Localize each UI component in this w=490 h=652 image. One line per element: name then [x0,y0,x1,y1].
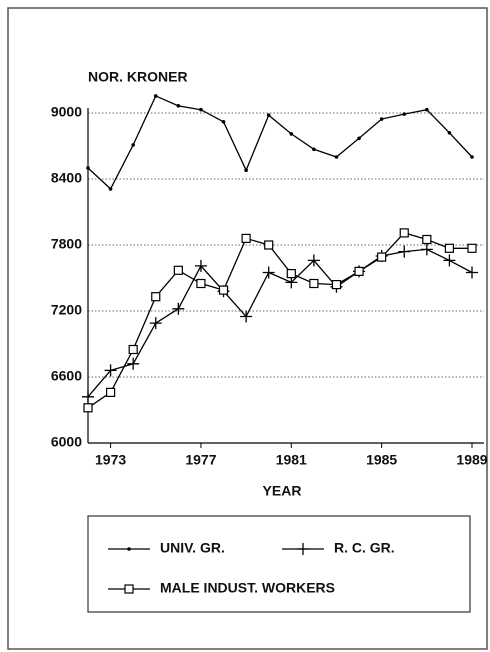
marker-dot [289,132,294,136]
y-tick-label: 7800 [51,236,82,252]
marker-plus [466,266,478,279]
marker-dot [153,94,158,98]
x-tick-label: 1985 [366,452,397,468]
series-line [87,232,472,409]
marker-dot [266,113,271,117]
marker-plus [420,243,433,256]
marker-square [399,228,409,238]
frame [7,7,488,650]
marker-square [173,265,183,275]
marker-plus [262,266,275,279]
x-tick-label: 1989 [456,452,487,468]
marker-dot [425,107,429,112]
marker-square [218,285,229,295]
y-tick-label: 6600 [51,368,82,384]
marker-plus [104,364,117,377]
marker-plus [194,259,207,272]
marker-plus [297,543,309,555]
marker-square [422,234,432,245]
marker-square [196,278,206,289]
y-tick-label: 9000 [51,104,82,120]
marker-square [128,344,138,355]
marker-plus [82,390,94,403]
marker-dot [402,112,407,116]
marker-dot [199,107,203,112]
marker-plus [285,276,298,289]
x-tick-label: 1977 [185,452,216,468]
marker-dot [244,168,248,172]
series-line [87,95,473,190]
x-tick-label: 1981 [276,452,307,468]
marker-dot [86,166,90,170]
marker-dot [108,187,113,191]
marker-plus [149,317,162,330]
marker-square [105,387,116,397]
marker-dot [176,104,181,108]
marker-square [331,280,342,290]
marker-dot [127,547,131,551]
marker-plus [307,254,320,267]
y-tick-label: 8400 [51,170,82,186]
marker-dot [221,120,226,124]
marker-plus [443,254,456,267]
marker-dot [131,143,135,147]
marker-square [309,278,319,289]
marker-square [444,243,455,253]
marker-dot [312,147,316,152]
marker-square [377,252,387,262]
series-line [87,248,473,398]
y-axis-label: NOR. KRONER [88,69,188,85]
marker-dot [447,131,452,135]
marker-plus [127,357,140,370]
marker-plus [172,302,185,315]
marker-square [264,240,274,250]
marker-square [151,292,161,302]
legend-label: R. C. GR. [334,540,395,556]
y-tick-label: 6000 [51,434,82,450]
marker-square [124,584,134,594]
legend-label: UNIV. GR. [160,540,225,556]
y-tick-label: 7200 [51,302,82,318]
marker-square [83,403,93,413]
marker-square [467,243,477,253]
marker-square [354,266,364,276]
marker-dot [470,155,474,159]
x-tick-label: 1973 [95,452,126,468]
marker-dot [357,136,361,141]
marker-square [286,269,296,279]
marker-dot [334,155,339,159]
marker-plus [398,245,411,258]
legend-box [87,515,471,613]
marker-dot [379,117,384,121]
marker-plus [240,310,253,323]
marker-square [241,233,251,243]
legend-label: MALE INDUST. WORKERS [160,580,335,596]
x-axis-label: YEAR [263,483,302,499]
